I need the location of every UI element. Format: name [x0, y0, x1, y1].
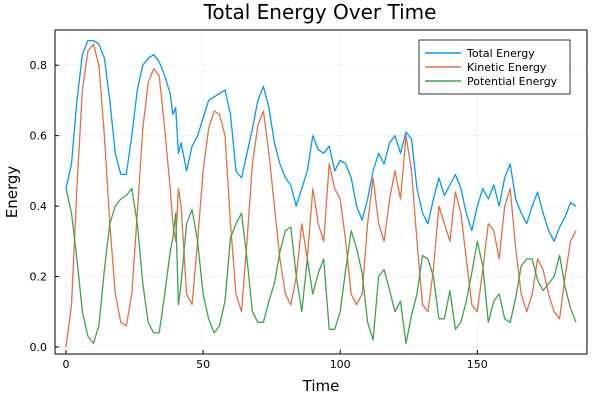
x-tick-label: 0: [62, 358, 69, 371]
legend-label-potential-energy: Potential Energy: [467, 75, 558, 88]
x-axis-label: Time: [302, 377, 340, 395]
series-line-total-energy: [65, 39, 577, 242]
y-tick-label: 0.6: [30, 130, 48, 143]
y-tick-label: 0.4: [30, 200, 48, 213]
x-tick-label: 100: [330, 358, 351, 371]
x-tick-label: 50: [196, 358, 210, 371]
x-tick-label: 150: [467, 358, 488, 371]
series-line-potential-energy: [65, 187, 577, 345]
series-lines: [65, 39, 577, 348]
legend: Total Energy Kinetic Energy Potential En…: [418, 39, 571, 95]
y-axis-label: Energy: [3, 166, 21, 219]
series-line-kinetic-energy: [65, 43, 577, 348]
chart-title: Total Energy Over Time: [203, 0, 437, 24]
plot-frame: [54, 29, 588, 355]
legend-label-total-energy: Total Energy: [466, 47, 535, 60]
y-tick-label: 0.0: [30, 341, 48, 354]
axis-ticks: 0 50 100 150 0.0 0.2 0.4 0.6 0.8: [30, 59, 488, 371]
y-tick-label: 0.2: [30, 271, 48, 284]
legend-label-kinetic-energy: Kinetic Energy: [467, 61, 547, 74]
y-tick-label: 0.8: [30, 59, 48, 72]
